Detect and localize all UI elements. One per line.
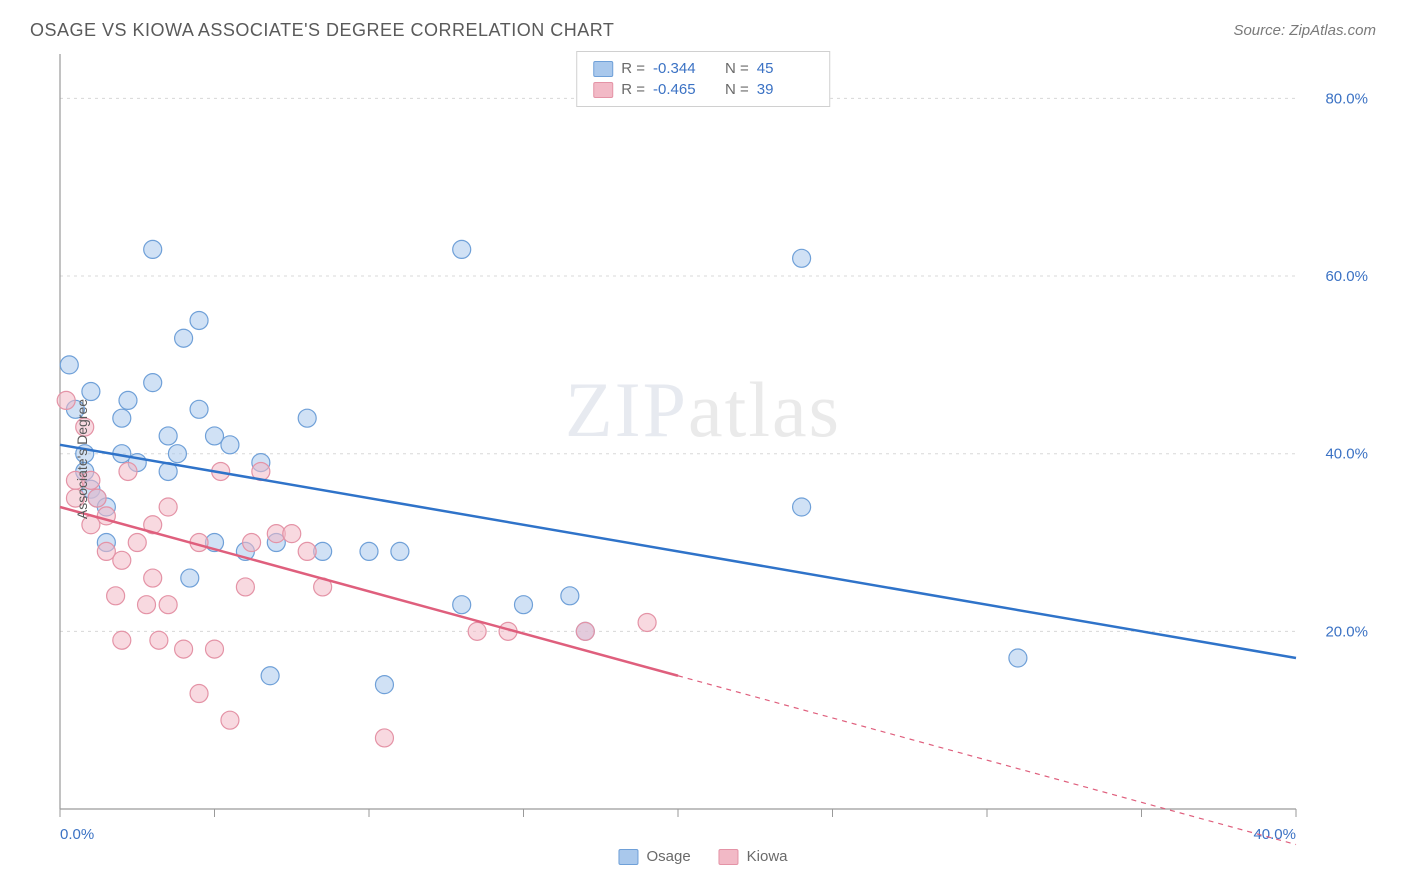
chart-area: Associate's Degree 20.0% 40.0% 60.0% 80.0% 0… [30, 49, 1376, 869]
legend-swatch [593, 61, 613, 77]
legend-r-label: R = [621, 60, 645, 77]
legend-swatch [593, 82, 613, 98]
y-axis-label: Associate's Degree [74, 399, 90, 519]
legend-series-item: Kiowa [719, 848, 788, 865]
legend-stats: R = -0.344 N = 45 R = -0.465 N = 39 [576, 51, 830, 107]
legend-series-item: Osage [618, 848, 690, 865]
legend-r-value: -0.465 [653, 81, 709, 98]
source-label: Source: ZipAtlas.com [1233, 22, 1376, 39]
legend-r-value: -0.344 [653, 60, 709, 77]
scatter-chart-svg: 20.0%40.0%60.0%80.0%0.0%40.0% [30, 49, 1376, 869]
legend-series-label: Osage [646, 848, 690, 865]
legend-stat-row: R = -0.344 N = 45 [593, 58, 813, 79]
svg-text:60.0%: 60.0% [1325, 268, 1368, 285]
legend-swatch [618, 849, 638, 865]
svg-text:80.0%: 80.0% [1325, 90, 1368, 107]
legend-n-value: 39 [757, 81, 813, 98]
legend-series-label: Kiowa [747, 848, 788, 865]
legend-n-value: 45 [757, 60, 813, 77]
legend-r-label: R = [621, 81, 645, 98]
legend-n-label: N = [725, 60, 749, 77]
legend-series: Osage Kiowa [618, 848, 787, 865]
chart-header: OSAGE VS KIOWA ASSOCIATE'S DEGREE CORREL… [0, 0, 1406, 49]
svg-text:0.0%: 0.0% [60, 826, 94, 843]
svg-text:20.0%: 20.0% [1325, 623, 1368, 640]
legend-swatch [719, 849, 739, 865]
chart-title: OSAGE VS KIOWA ASSOCIATE'S DEGREE CORREL… [30, 20, 614, 41]
legend-stat-row: R = -0.465 N = 39 [593, 79, 813, 100]
legend-n-label: N = [725, 81, 749, 98]
svg-text:40.0%: 40.0% [1325, 446, 1368, 463]
